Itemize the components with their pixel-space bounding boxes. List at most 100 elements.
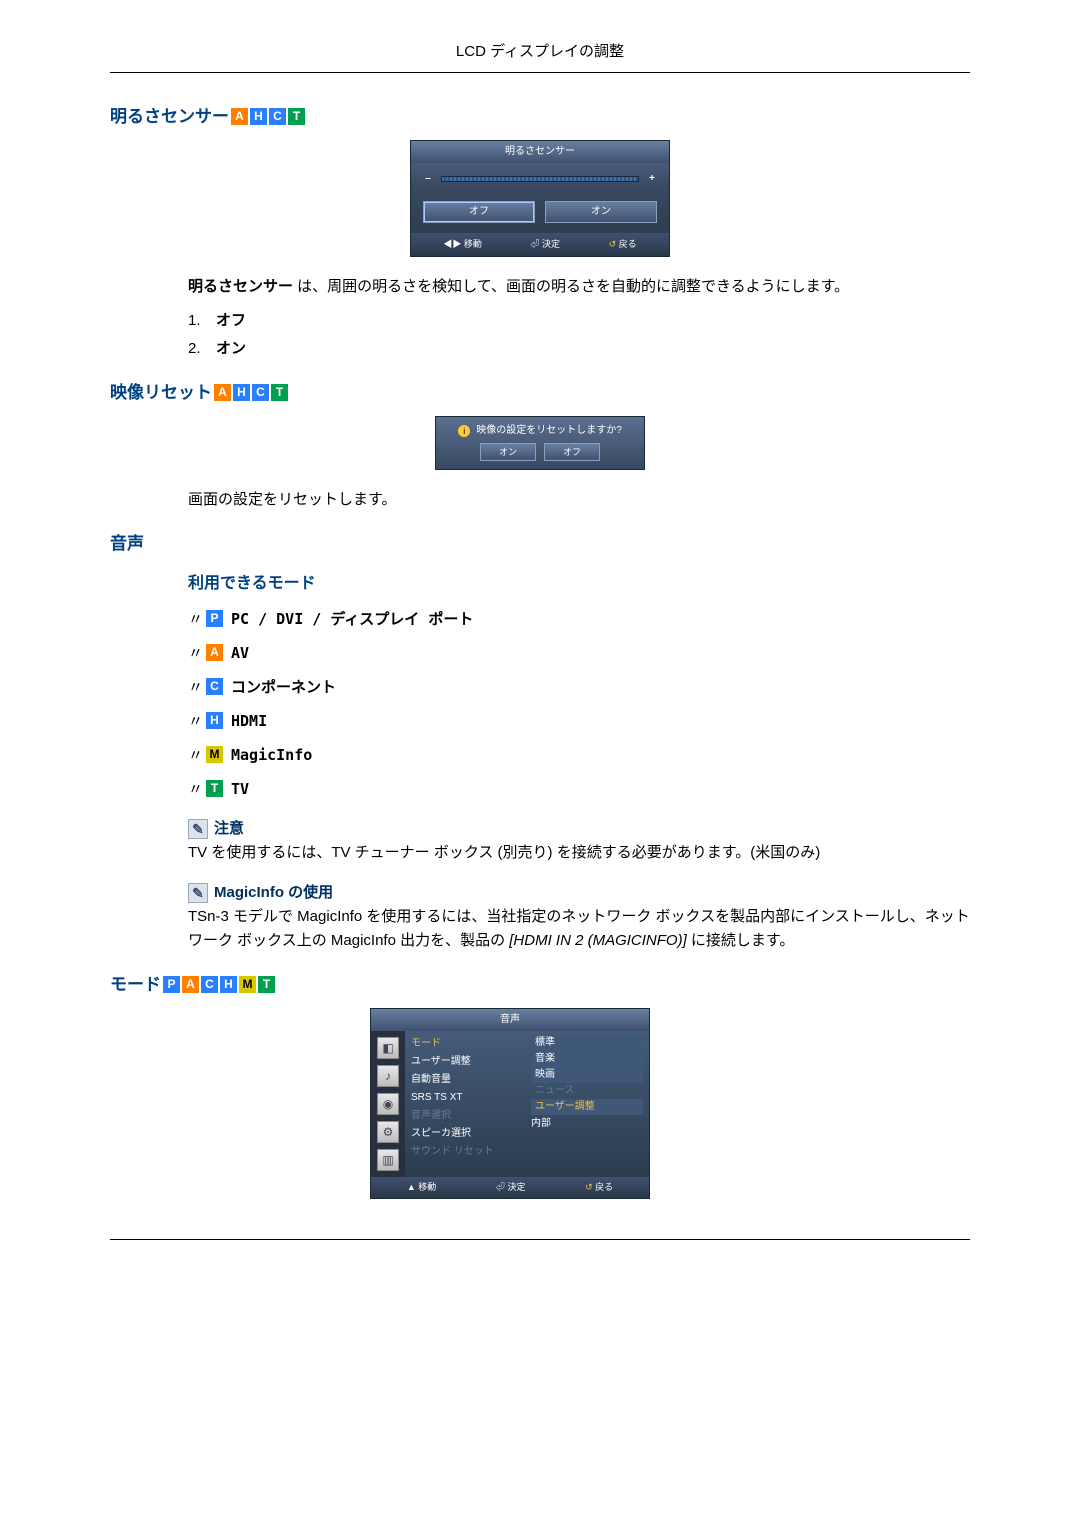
badge-m-icon: M: [206, 746, 223, 763]
magicinfo-use-text: TSn-3 モデルで MagicInfo を使用するには、当社指定のネットワーク…: [188, 905, 970, 953]
badge-p-icon: P: [163, 976, 180, 993]
mode-row-magicinfo: 〃 M MagicInfo: [188, 743, 970, 767]
menu-val-music[interactable]: 音楽: [531, 1051, 643, 1067]
mode-row-hdmi: 〃 H HDMI: [188, 709, 970, 733]
top-rule: [110, 72, 970, 73]
mode-tv-label: TV: [231, 777, 249, 801]
menu-sound-icon[interactable]: ♪: [377, 1065, 399, 1087]
heading-text: モード: [110, 971, 161, 998]
mode-hdmi-label: HDMI: [231, 709, 267, 733]
audio-heading: 音声: [110, 530, 970, 557]
osd-off-button[interactable]: オフ: [423, 201, 535, 223]
menu-item-audiosel: 音声選択: [411, 1107, 523, 1125]
brightness-desc-strong: 明るさセンサー: [188, 278, 293, 295]
note-icon: ✎: [188, 819, 208, 839]
osd-title: 明るさセンサー: [411, 141, 669, 163]
menu-val-user[interactable]: ユーザー調整: [531, 1099, 643, 1115]
badge-c-icon: C: [201, 976, 218, 993]
badge-m-icon: M: [239, 976, 256, 993]
menu-icon-column: ◧ ♪ ◉ ⚙ ▥: [371, 1031, 405, 1177]
available-modes-heading: 利用できるモード: [188, 571, 970, 597]
osd-on-button[interactable]: オン: [545, 201, 657, 223]
tick-icon: 〃: [188, 777, 198, 801]
mode-row-av: 〃 A AV: [188, 641, 970, 665]
mode-heading: モード P A C H M T: [110, 971, 970, 998]
badge-t-icon: T: [288, 108, 305, 125]
menu-back-label: 戻る: [585, 1180, 613, 1194]
bottom-rule: [110, 1239, 970, 1240]
brightness-desc-rest: は、周囲の明るさを検知して、画面の明るさを自動的に調整できるようにします。: [293, 278, 849, 295]
menu-picture-icon[interactable]: ◧: [377, 1037, 399, 1059]
badge-h-icon: H: [220, 976, 237, 993]
page-title: LCD ディスプレイの調整: [110, 40, 970, 64]
brightness-options: 1. オフ 2. オン: [188, 309, 970, 361]
menu-val-movie[interactable]: 映画: [531, 1067, 643, 1083]
menu-item-autovol[interactable]: 自動音量: [411, 1071, 523, 1089]
menu-val-standard[interactable]: 標準: [531, 1035, 643, 1051]
menu-item-mode[interactable]: モード: [411, 1035, 523, 1053]
mode-av-label: AV: [231, 641, 249, 665]
mode-mi-label: MagicInfo: [231, 743, 312, 767]
magicinfo-use-label: MagicInfo の使用: [214, 881, 333, 905]
opt1-val: オフ: [216, 309, 246, 333]
menu-setup-icon[interactable]: ◉: [377, 1093, 399, 1115]
info-icon: i: [458, 425, 470, 437]
tick-icon: 〃: [188, 641, 198, 665]
list-item: 1. オフ: [188, 309, 970, 333]
mode-row-comp: 〃 C コンポーネント: [188, 675, 970, 699]
mode-comp-label: コンポーネント: [231, 675, 336, 699]
opt2-val: オン: [216, 337, 246, 361]
brightness-osd: 明るさセンサー – + オフ オン 移動 決定 戻る: [410, 140, 670, 256]
badge-a-icon: A: [231, 108, 248, 125]
menu-item-srs[interactable]: SRS TS XT: [411, 1089, 523, 1107]
menu-move-label: 移動: [407, 1180, 436, 1194]
badge-h-icon: H: [233, 384, 250, 401]
menu-item-user[interactable]: ユーザー調整: [411, 1053, 523, 1071]
tick-icon: 〃: [188, 743, 198, 767]
badge-t-icon: T: [271, 384, 288, 401]
plus-icon[interactable]: +: [647, 171, 657, 187]
reset-dialog: i 映像の設定をリセットしますか? オン オフ: [435, 416, 645, 470]
osd-back-label: 戻る: [609, 237, 637, 251]
picture-reset-heading: 映像リセット A H C T: [110, 379, 970, 406]
osd-move-label: 移動: [443, 237, 482, 251]
minus-icon[interactable]: –: [423, 171, 433, 187]
note-label: 注意: [214, 817, 244, 841]
menu-multi-icon[interactable]: ▥: [377, 1149, 399, 1171]
menu-enter-label: 決定: [496, 1180, 526, 1194]
menu-left-col: モード ユーザー調整 自動音量 SRS TS XT 音声選択 スピーカ選択 サウ…: [411, 1035, 523, 1171]
magicinfo-use-heading: ✎ MagicInfo の使用: [188, 881, 970, 905]
badge-a-icon: A: [182, 976, 199, 993]
badge-a-icon: A: [206, 644, 223, 661]
dlg-off-button[interactable]: オフ: [544, 443, 600, 461]
heading-text: 明るさセンサー: [110, 103, 229, 130]
opt2-num: 2.: [188, 337, 206, 361]
brightness-desc: 明るさセンサー は、周囲の明るさを検知して、画面の明るさを自動的に調整できるよう…: [188, 275, 970, 299]
badge-h-icon: H: [250, 108, 267, 125]
menu-val-news: ニュース: [531, 1083, 643, 1099]
dlg-on-button[interactable]: オン: [480, 443, 536, 461]
brightness-sensor-heading: 明るさセンサー A H C T: [110, 103, 970, 130]
opt1-num: 1.: [188, 309, 206, 333]
menu-val-internal[interactable]: 内部: [531, 1115, 643, 1133]
mi-text-b: [HDMI IN 2 (MAGICINFO)]: [509, 932, 687, 949]
tick-icon: 〃: [188, 675, 198, 699]
tick-icon: 〃: [188, 607, 198, 631]
note-icon: ✎: [188, 883, 208, 903]
badge-c-icon: C: [269, 108, 286, 125]
osd-enter-label: 決定: [530, 237, 560, 251]
badge-c-icon: C: [252, 384, 269, 401]
badge-t-icon: T: [206, 780, 223, 797]
mode-row-pc: 〃 P PC / DVI / ディスプレイ ポート: [188, 607, 970, 631]
menu-settings-icon[interactable]: ⚙: [377, 1121, 399, 1143]
list-item: 2. オン: [188, 337, 970, 361]
osd-slider-row: – +: [411, 163, 669, 195]
menu-item-speaker[interactable]: スピーカ選択: [411, 1125, 523, 1143]
audio-osd-menu: 音声 ◧ ♪ ◉ ⚙ ▥ モード ユーザー調整 自動音量 SRS TS XT 音…: [370, 1008, 650, 1198]
menu-right-col: 標準 音楽 映画 ニュース ユーザー調整 内部: [531, 1035, 643, 1171]
badge-t-icon: T: [258, 976, 275, 993]
dlg-title-text: 映像の設定をリセットしますか?: [476, 423, 622, 439]
osd-slider[interactable]: [441, 176, 639, 182]
badge-c-icon: C: [206, 678, 223, 695]
mode-row-tv: 〃 T TV: [188, 777, 970, 801]
